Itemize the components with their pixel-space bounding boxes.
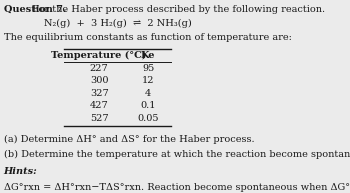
Text: 4: 4 bbox=[145, 89, 151, 98]
Text: 227: 227 bbox=[90, 64, 108, 73]
Text: N₂(g)  +  3 H₂(g)  ⇌  2 NH₃(g): N₂(g) + 3 H₂(g) ⇌ 2 NH₃(g) bbox=[44, 19, 192, 28]
Text: Ke: Ke bbox=[141, 51, 155, 60]
Text: The equilibrium constants as function of temperature are:: The equilibrium constants as function of… bbox=[4, 33, 292, 42]
Text: 12: 12 bbox=[142, 76, 154, 85]
Text: 527: 527 bbox=[90, 114, 108, 123]
Text: Hints:: Hints: bbox=[4, 167, 37, 176]
Text: Question 7.: Question 7. bbox=[4, 5, 66, 14]
Text: 95: 95 bbox=[142, 64, 154, 73]
Text: 0.05: 0.05 bbox=[137, 114, 159, 123]
Text: Temperature (°C): Temperature (°C) bbox=[51, 51, 147, 60]
Text: (a) Determine ΔH° and ΔS° for the Haber process.: (a) Determine ΔH° and ΔS° for the Haber … bbox=[4, 135, 254, 144]
Text: (b) Determine the temperature at which the reaction become spontaneous: (b) Determine the temperature at which t… bbox=[4, 150, 350, 159]
Text: ΔG°rxn = ΔH°rxn−TΔS°rxn. Reaction become spontaneous when ΔG°rxn = 0: ΔG°rxn = ΔH°rxn−TΔS°rxn. Reaction become… bbox=[4, 183, 350, 192]
Text: For the Haber process described by the following reaction.: For the Haber process described by the f… bbox=[29, 5, 325, 14]
Text: 300: 300 bbox=[90, 76, 108, 85]
Text: 327: 327 bbox=[90, 89, 108, 98]
Text: 0.1: 0.1 bbox=[140, 101, 156, 110]
Text: 427: 427 bbox=[90, 101, 108, 110]
